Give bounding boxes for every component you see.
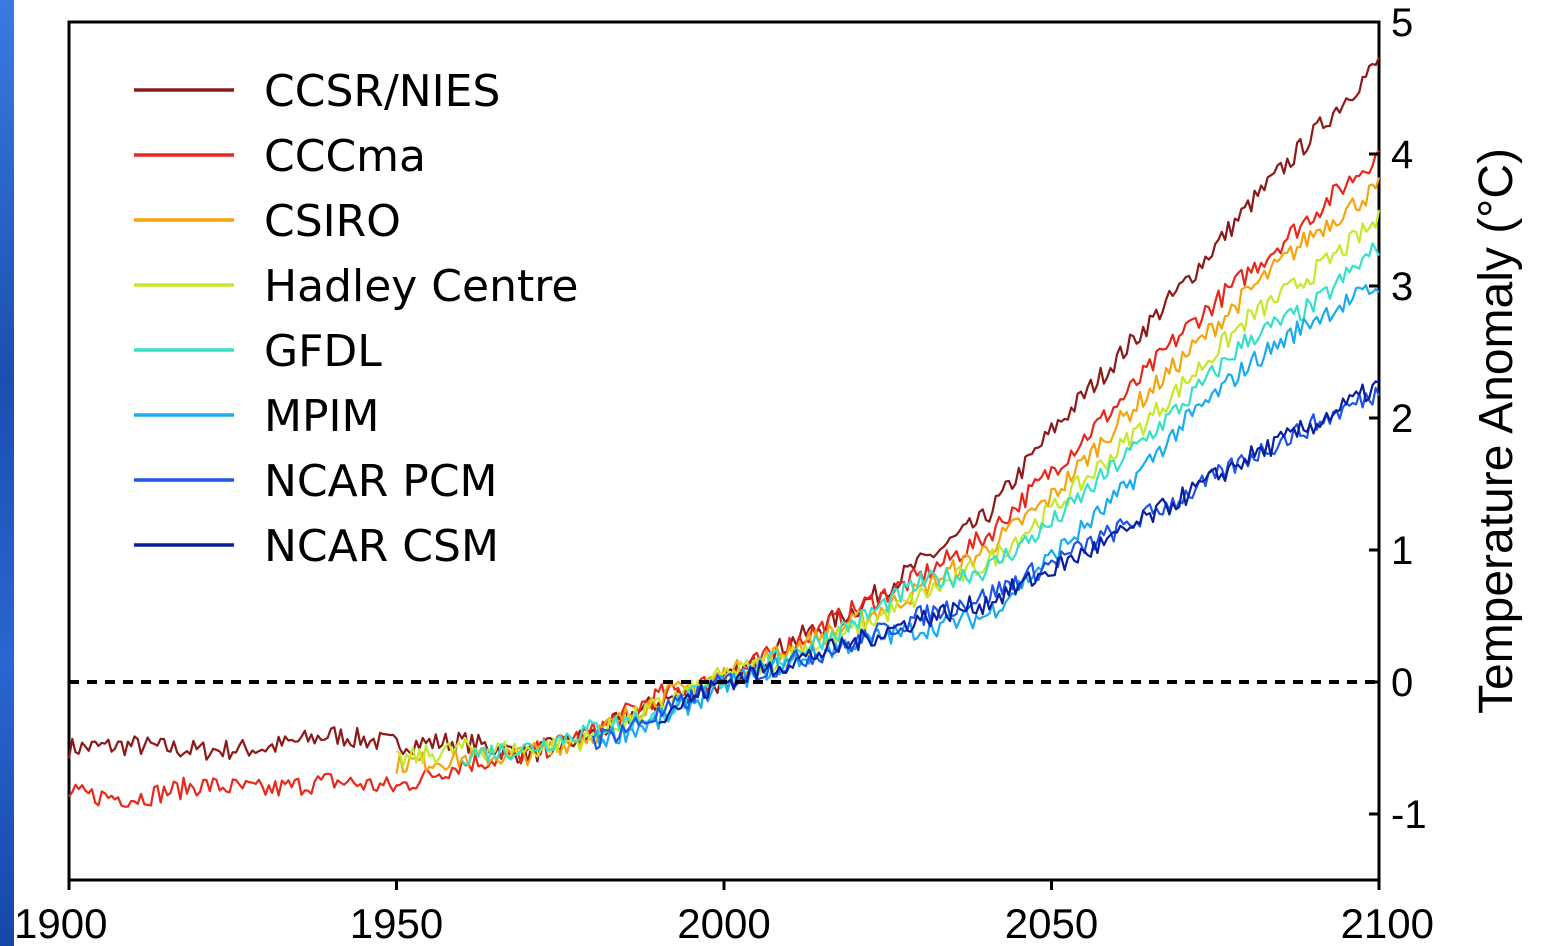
legend-label: MPIM [264, 391, 379, 442]
legend-label: NCAR CSM [264, 521, 499, 572]
y-tick-label: 5 [1391, 1, 1413, 45]
x-axis: 1900 1950 2000 2050 2100 [14, 880, 1434, 946]
y-tick-label: 2 [1391, 397, 1413, 441]
x-tick-label: 2000 [677, 900, 770, 946]
temperature-chart: -1 0 1 2 3 4 5 1900 1950 2000 2050 2100 Temperatur… [14, 1, 1523, 946]
legend: CCSR/NIES CCCma CSIRO Hadley Centre GFDL MPIM… [134, 66, 578, 572]
x-tick-label: 2100 [1341, 900, 1434, 946]
series-line-ccsr-nies [67, 56, 1381, 764]
x-tick-label: 2050 [1005, 900, 1098, 946]
x-tick-label: 1900 [14, 900, 107, 946]
series-line-ncar-csm [658, 380, 1380, 725]
y-axis: -1 0 1 2 3 4 5 [1369, 1, 1427, 837]
legend-label: CSIRO [264, 196, 401, 247]
y-axis-label: Temperature Anomaly (°C) [1470, 148, 1523, 714]
y-tick-label: 3 [1391, 265, 1413, 309]
x-tick-label: 1950 [350, 900, 443, 946]
slide-canvas: -1 0 1 2 3 4 5 1900 1950 2000 2050 2100 Temperatur… [14, 0, 1542, 946]
legend-label: NCAR PCM [264, 456, 498, 507]
legend-label: Hadley Centre [264, 261, 578, 312]
legend-label: CCSR/NIES [264, 66, 500, 117]
legend-label: GFDL [264, 326, 382, 377]
y-tick-label: 1 [1391, 529, 1413, 573]
y-tick-label: 4 [1391, 133, 1413, 177]
legend-label: CCCma [264, 131, 426, 182]
y-tick-label: -1 [1391, 793, 1427, 837]
y-tick-label: 0 [1391, 661, 1413, 705]
series-line-gfdl [461, 242, 1380, 766]
